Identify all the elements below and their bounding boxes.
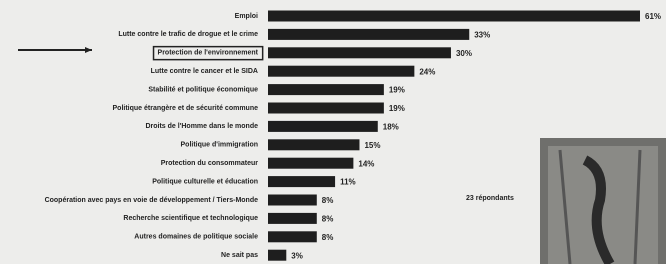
arrow-head <box>85 47 92 53</box>
value-label: 8% <box>322 233 334 242</box>
bar <box>268 213 317 224</box>
bar <box>268 231 317 242</box>
value-label: 19% <box>389 86 405 95</box>
bar <box>268 29 469 40</box>
value-label: 33% <box>474 31 490 40</box>
photo <box>540 138 666 264</box>
category-label: Ne sait pas <box>221 252 258 259</box>
bar <box>268 121 378 132</box>
value-label: 3% <box>291 251 303 260</box>
category-label: Coopération avec pays en voie de dévelop… <box>45 197 259 204</box>
category-label: Politique d'immigration <box>181 142 259 149</box>
bar <box>268 250 286 261</box>
value-label: 15% <box>364 141 380 150</box>
value-label: 30% <box>456 49 472 58</box>
bar <box>268 11 640 22</box>
bar <box>268 66 414 77</box>
category-label: Lutte contre le cancer et le SIDA <box>151 68 258 75</box>
chart: 23 répondants 61% Emploi 33% Lutte contre l… <box>0 0 666 264</box>
value-label: 61% <box>645 12 661 21</box>
value-label: 8% <box>322 215 334 224</box>
value-label: 14% <box>358 159 374 168</box>
value-label: 8% <box>322 196 334 205</box>
bar <box>268 103 384 114</box>
category-label: Autres domaines de politique sociale <box>134 234 258 241</box>
annotation: 23 répondants <box>466 195 514 202</box>
value-label: 11% <box>340 178 356 187</box>
bar <box>268 158 353 169</box>
category-label: Protection de l'environnement <box>158 50 259 57</box>
category-label: Protection du consommateur <box>161 160 259 167</box>
bar <box>268 139 359 150</box>
category-label: Politique culturelle et éducation <box>152 178 258 185</box>
bar <box>268 195 317 206</box>
value-label: 19% <box>389 104 405 113</box>
category-label: Emploi <box>235 13 258 20</box>
category-label: Droits de l'Homme dans le monde <box>145 123 258 130</box>
bar <box>268 176 335 187</box>
category-label: Politique étrangère et de sécurité commu… <box>113 105 259 112</box>
category-label: Stabilité et politique économique <box>148 86 258 93</box>
bar <box>268 84 384 95</box>
bar <box>268 47 451 58</box>
value-label: 24% <box>419 67 435 76</box>
value-label: 18% <box>383 123 399 132</box>
category-label: Lutte contre le trafic de drogue et le c… <box>118 31 258 38</box>
category-label: Recherche scientifique et technologique <box>123 215 258 222</box>
